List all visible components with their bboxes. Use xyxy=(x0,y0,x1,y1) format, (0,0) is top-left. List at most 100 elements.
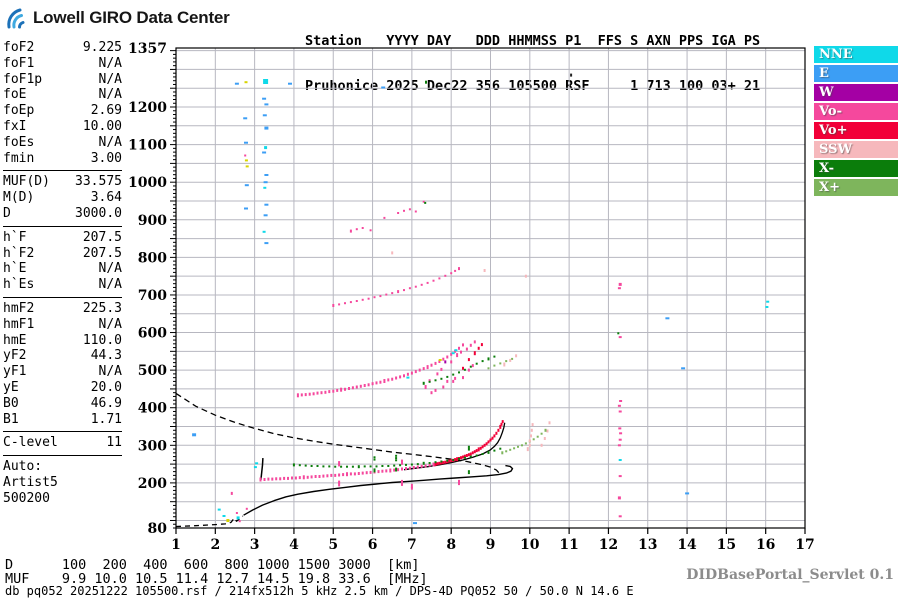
param-label: hmF1 xyxy=(3,316,35,332)
param-row: MUF(D) 33.575 xyxy=(3,174,122,190)
x-tick-label: 5 xyxy=(328,537,338,553)
panel-divider xyxy=(3,296,122,298)
y-tick-label: 1357 xyxy=(128,41,167,57)
scatter-e-blue xyxy=(192,82,690,525)
app-title: Lowell GIRO Data Center xyxy=(33,8,230,27)
legend-item-vominus: Vo- xyxy=(814,103,898,120)
x-tick-label: 16 xyxy=(756,537,775,553)
big-cyan-dot-nne xyxy=(263,79,269,84)
param-label: yE xyxy=(3,379,19,395)
param-row: foF1 N/A xyxy=(3,56,122,72)
param-label: C-level xyxy=(3,435,58,451)
panel-divider xyxy=(3,455,122,457)
param-value: N/A xyxy=(98,364,122,380)
echo-traces xyxy=(192,73,770,525)
param-value: N/A xyxy=(98,71,122,87)
param-label: foEs xyxy=(3,134,35,150)
header-values-line: Pruhonice 2025 Dec22 356 105500 RSF 1 71… xyxy=(305,78,761,94)
param-value: 3000.0 xyxy=(75,205,122,221)
x-tick-label: 11 xyxy=(559,537,578,553)
plot-grid xyxy=(176,48,805,528)
header-columns-line: Station YYYY DAY DDD HHMMSS P1 FFS S AXN… xyxy=(305,33,761,49)
param-row: yF2 44.3 xyxy=(3,348,122,364)
x-tick-label: 1 xyxy=(171,537,181,553)
x-tick-label: 8 xyxy=(446,537,456,553)
param-label: yF2 xyxy=(3,348,27,364)
x-trace-x-plus xyxy=(487,357,547,455)
param-value: N/A xyxy=(98,55,122,71)
param-value: 207.5 xyxy=(82,229,122,245)
y-tick-label: 500 xyxy=(138,363,167,379)
param-row: yE 20.0 xyxy=(3,380,122,396)
legend-item-xminus: X- xyxy=(814,160,898,177)
scatter-w-purple xyxy=(444,360,447,364)
param-label: D xyxy=(3,205,11,221)
param-label: foE xyxy=(3,87,27,103)
legend-item-e: E xyxy=(814,65,898,82)
param-label: hmF2 xyxy=(3,300,35,316)
y-tick-label: 1100 xyxy=(128,138,167,154)
rfi-column-vo-minus xyxy=(617,282,623,518)
param-row: foF1p N/A xyxy=(3,72,122,88)
y-tick-label: 200 xyxy=(138,476,167,492)
param-label: Auto: xyxy=(3,459,43,475)
legend-item-nne: NNE xyxy=(814,46,898,63)
param-row: Artist5 xyxy=(3,475,122,491)
panel-divider xyxy=(3,170,122,172)
param-label: fmin xyxy=(3,150,35,166)
param-label: h`E xyxy=(3,261,27,277)
param-row: yF1 N/A xyxy=(3,364,122,380)
param-value: 2.69 xyxy=(90,103,122,119)
scatter-nne-cyan xyxy=(217,146,770,520)
profile-curves xyxy=(175,392,514,528)
param-row: hmE 110.0 xyxy=(3,333,122,349)
second-hop-x-minus xyxy=(422,355,496,385)
y-tick-label: 300 xyxy=(138,438,167,454)
x-tick-label: 10 xyxy=(520,537,540,553)
param-row: h`E N/A xyxy=(3,261,122,277)
x-trace-spread-x-minus xyxy=(373,445,470,475)
param-label: h`F2 xyxy=(3,245,35,261)
true-height-profile xyxy=(243,464,514,516)
param-row: C-level 11 xyxy=(3,435,122,451)
second-hop-spread-vo-minus xyxy=(424,340,476,395)
y-tick-label: 900 xyxy=(138,213,167,229)
x-tick-label: 12 xyxy=(599,537,618,553)
third-hop-vo-minus xyxy=(332,267,460,307)
scatter-yellow xyxy=(226,81,442,522)
legend-item-xplus: X+ xyxy=(814,179,898,196)
param-label: hmE xyxy=(3,332,27,348)
param-row: fmin 3.00 xyxy=(3,151,122,167)
legend-item-voplus: Vo+ xyxy=(814,122,898,139)
fourth-hop-scatter-vo-minus xyxy=(349,200,425,233)
x-trace-x-minus xyxy=(292,447,502,469)
param-value: 44.3 xyxy=(90,348,122,364)
giro-logo-icon xyxy=(7,8,25,29)
bottom-model-dashed xyxy=(175,515,244,528)
panel-divider xyxy=(3,431,122,433)
x-tick-label: 14 xyxy=(677,537,697,553)
param-row: h`F 207.5 xyxy=(3,230,122,246)
scatter-x-minus-singles xyxy=(424,80,620,335)
param-label: h`Es xyxy=(3,277,35,293)
x-tick-label: 2 xyxy=(210,537,220,553)
y-tick-label: 800 xyxy=(138,250,167,266)
y-tick-label: 700 xyxy=(138,288,167,304)
scatter-vo-minus xyxy=(230,154,248,523)
param-label: foEp xyxy=(3,103,35,119)
param-row: fxI 10.00 xyxy=(3,119,122,135)
param-row: h`F2 207.5 xyxy=(3,246,122,262)
f-trace-o-mode-vo-minus xyxy=(259,462,435,482)
param-row: foEs N/A xyxy=(3,135,122,151)
param-value: 225.3 xyxy=(82,300,122,316)
servlet-version-watermark: DIDBasePortal_Servlet 0.1 xyxy=(686,567,894,583)
param-value: 10.00 xyxy=(82,118,122,134)
param-row: hmF1 N/A xyxy=(3,317,122,333)
param-label: h`F xyxy=(3,229,27,245)
param-value: N/A xyxy=(98,134,122,150)
y-tick-label: 1000 xyxy=(128,175,167,191)
x-tick-label: 9 xyxy=(486,537,496,553)
y-tick-label: 400 xyxy=(138,401,167,417)
param-label: M(D) xyxy=(3,190,35,206)
y-tick-label: 600 xyxy=(138,326,167,342)
